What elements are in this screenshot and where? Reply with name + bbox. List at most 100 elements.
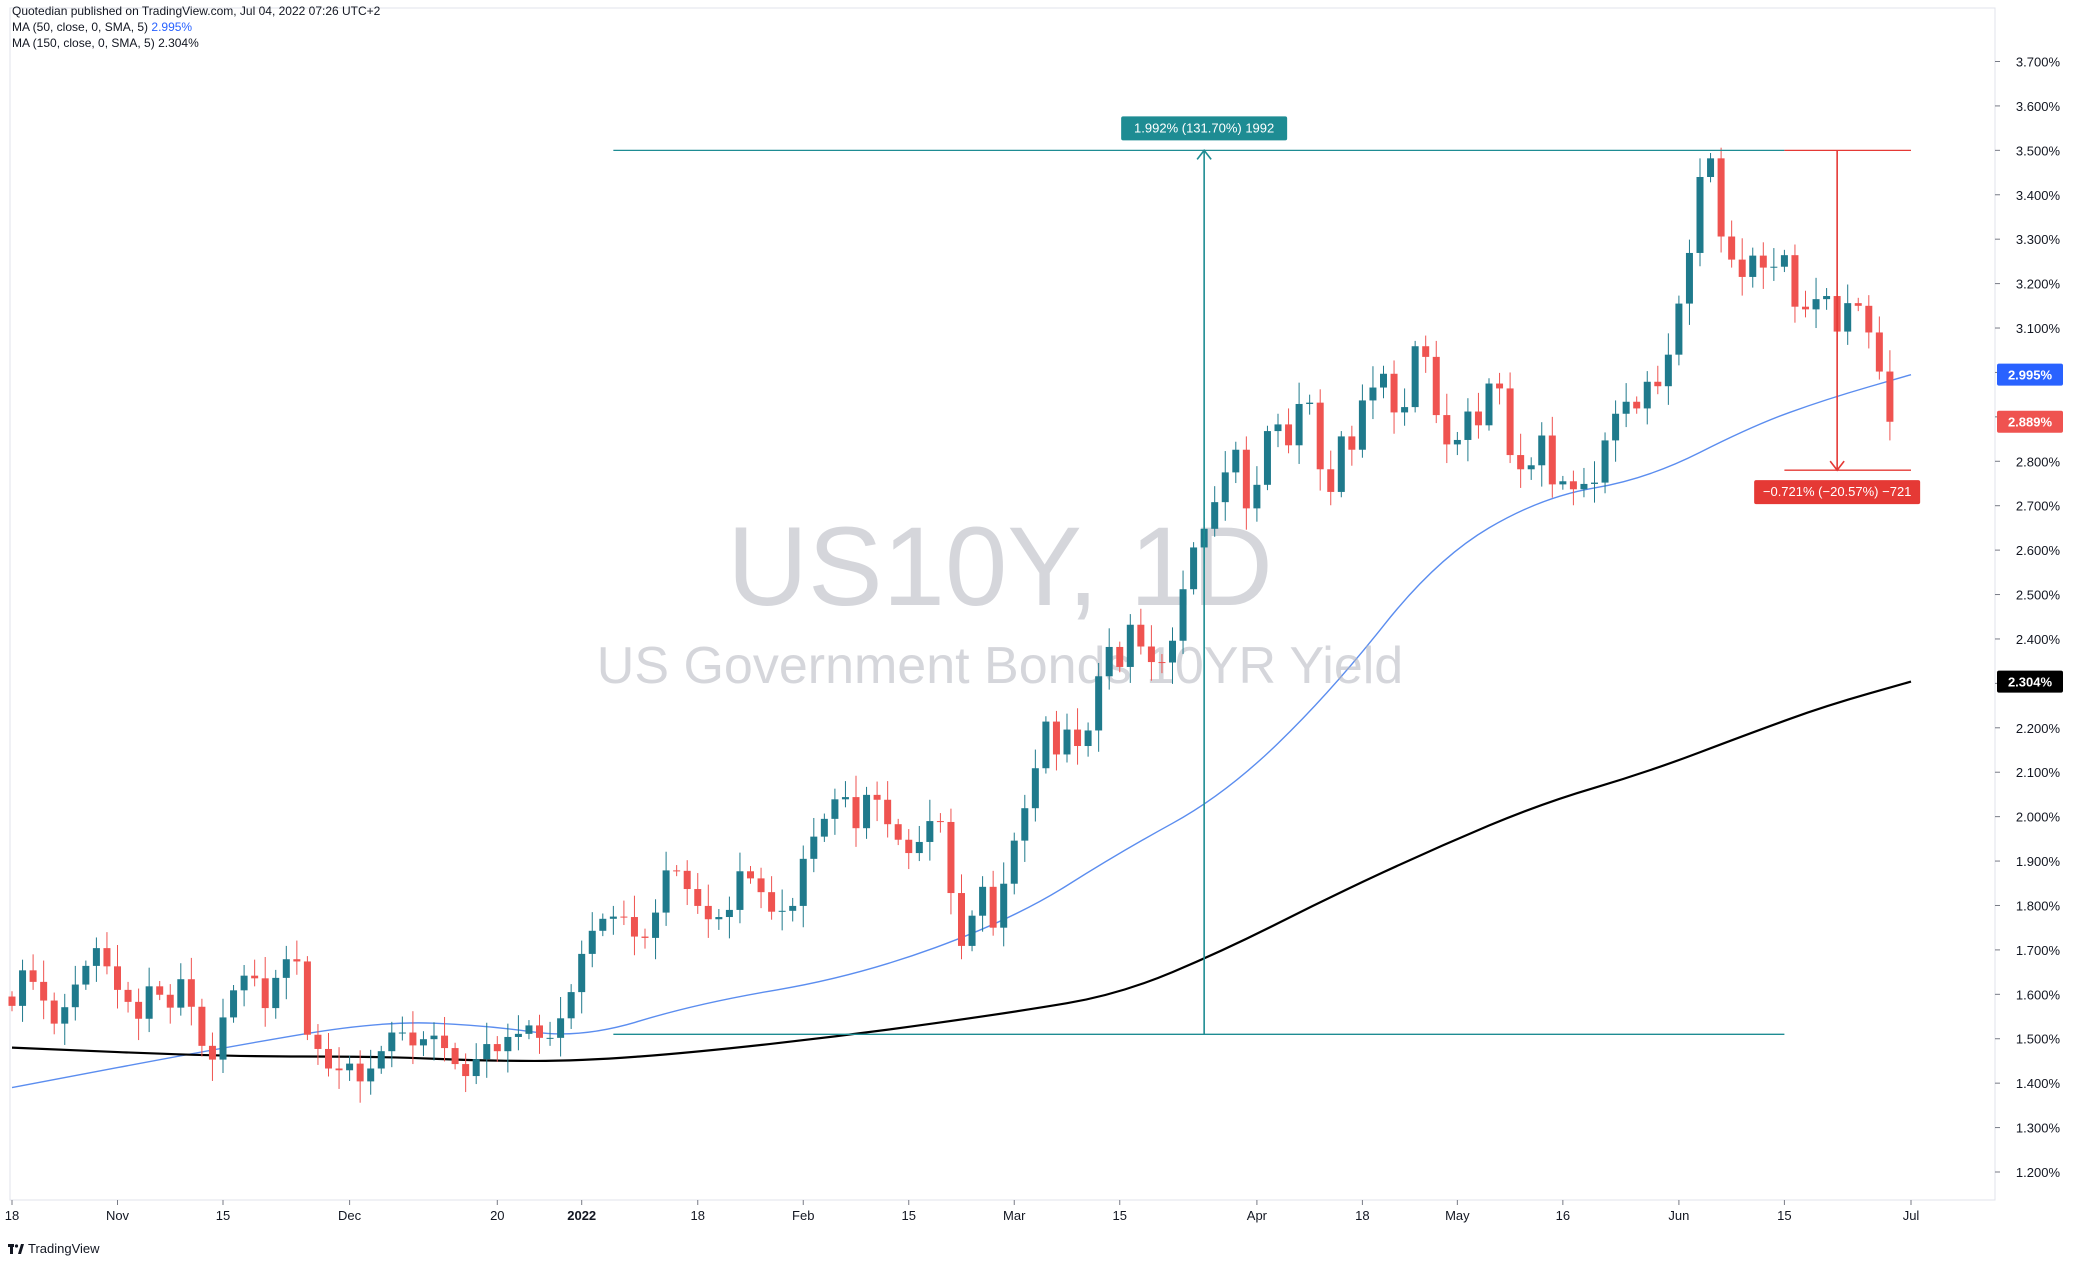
- candle-body: [1232, 449, 1240, 473]
- candle-body: [1105, 646, 1113, 677]
- publish-info: Quotedian published on TradingView.com, …: [12, 4, 380, 18]
- candle-body: [1654, 381, 1662, 387]
- candle-body: [114, 966, 121, 990]
- candle-body: [736, 871, 744, 910]
- candle-body: [303, 961, 311, 1035]
- candle-body: [1390, 373, 1398, 413]
- candle-body: [1274, 424, 1282, 432]
- candle-body: [630, 917, 638, 937]
- x-tick-label: Dec: [338, 1208, 362, 1223]
- candle-body: [398, 1032, 406, 1034]
- candle-body: [282, 959, 290, 978]
- axes: 3.700% 3.600% 3.500% 3.400% 3.300% 3.200% 3.10…: [5, 55, 2063, 1223]
- y-tick-label: 3.500%: [2016, 143, 2061, 158]
- candle-body: [1759, 255, 1767, 268]
- candle-body: [145, 986, 153, 1019]
- candle-body: [377, 1051, 385, 1069]
- candle-body: [662, 870, 670, 913]
- candle-body: [936, 821, 944, 823]
- y-tick-label: 2.000%: [2016, 810, 2061, 825]
- candle-body: [588, 930, 596, 954]
- candle-body: [747, 871, 754, 879]
- candle-body: [1865, 305, 1873, 333]
- candle-body: [1327, 469, 1335, 492]
- candle-body: [261, 978, 269, 1009]
- candle-body: [40, 981, 48, 1001]
- x-tick-label: 16: [1556, 1208, 1570, 1223]
- candle-body: [557, 1018, 565, 1038]
- candle-body: [314, 1034, 322, 1049]
- candle-body: [462, 1064, 470, 1077]
- y-tick-label: 3.300%: [2016, 232, 2061, 247]
- tradingview-logo[interactable]: TradingView: [8, 1241, 100, 1256]
- candle-body: [989, 886, 997, 928]
- ma50-legend[interactable]: MA (50, close, 0, SMA, 5) 2.995%: [12, 20, 192, 34]
- candle-body: [50, 1000, 58, 1024]
- candle-body: [1548, 435, 1556, 485]
- candle-body: [1169, 640, 1176, 663]
- candle-body: [1696, 176, 1704, 253]
- candle-body: [346, 1063, 354, 1071]
- candle-body: [873, 794, 881, 800]
- candle-body: [451, 1048, 459, 1065]
- candle-body: [514, 1033, 522, 1037]
- candle-body: [1074, 729, 1082, 747]
- candle-body: [272, 977, 280, 1009]
- price-label: 2.995%: [2008, 368, 2053, 383]
- y-tick-label: 1.700%: [2016, 943, 2061, 958]
- measure-label-box: [1121, 116, 1288, 141]
- candle-body: [841, 797, 849, 800]
- candle-body: [82, 965, 90, 985]
- candle-body: [198, 1006, 206, 1046]
- candle-body: [483, 1044, 491, 1060]
- y-tick-label: 2.600%: [2016, 543, 2061, 558]
- candle-body: [1580, 483, 1588, 490]
- x-tick-label: 2022: [567, 1208, 596, 1223]
- candle-body: [1707, 158, 1715, 177]
- candle-body: [166, 994, 174, 1008]
- candle-body: [1000, 883, 1008, 928]
- measure-label: 1.992% (131.70%) 1992: [1134, 120, 1274, 135]
- candle-body: [1285, 424, 1293, 446]
- candle-body: [493, 1044, 501, 1052]
- x-tick-label: 15: [216, 1208, 230, 1223]
- candle-body: [1886, 371, 1894, 422]
- y-tick-label: 2.700%: [2016, 499, 2061, 514]
- candle-body: [1685, 252, 1693, 304]
- candle-body: [1052, 721, 1060, 755]
- measure-tools[interactable]: 1.992% (131.70%) 1992 −0.721% (−20.57%) −…: [613, 116, 1921, 1035]
- ma150-value: 2.304%: [158, 36, 199, 50]
- candle-body: [1401, 407, 1409, 413]
- candle-body: [1485, 383, 1493, 426]
- candle-body: [810, 836, 818, 859]
- candle-body: [251, 975, 259, 979]
- candle-body: [715, 917, 723, 920]
- candle-body: [419, 1039, 427, 1046]
- candle-body: [1211, 502, 1219, 529]
- x-tick-label: 18: [1355, 1208, 1369, 1223]
- measure-label: −0.721% (−20.57%) −721: [1763, 484, 1912, 499]
- plot-frame: [9, 7, 1996, 1201]
- candle-body: [546, 1037, 554, 1039]
- candle-body: [208, 1045, 216, 1060]
- y-tick-label: 1.600%: [2016, 987, 2061, 1002]
- candle-body: [979, 886, 987, 916]
- candle-body: [1643, 381, 1651, 409]
- price-label: 2.304%: [2008, 675, 2053, 690]
- ma150-legend[interactable]: MA (150, close, 0, SMA, 5) 2.304%: [12, 36, 199, 50]
- candle-body: [1538, 435, 1546, 466]
- price-label-box: [1997, 410, 2063, 433]
- candle-body: [1844, 303, 1852, 332]
- candle-body: [1348, 436, 1356, 450]
- candle-body: [1147, 646, 1155, 663]
- ma-line: [11, 373, 1912, 1089]
- x-tick-label: May: [1445, 1208, 1470, 1223]
- candle-body: [92, 948, 100, 966]
- candle-body: [1010, 840, 1018, 884]
- candle-body: [29, 970, 37, 982]
- candle-body: [620, 916, 628, 918]
- candle-body: [430, 1035, 438, 1040]
- candle-body: [1728, 236, 1736, 260]
- candle-body: [1242, 449, 1250, 509]
